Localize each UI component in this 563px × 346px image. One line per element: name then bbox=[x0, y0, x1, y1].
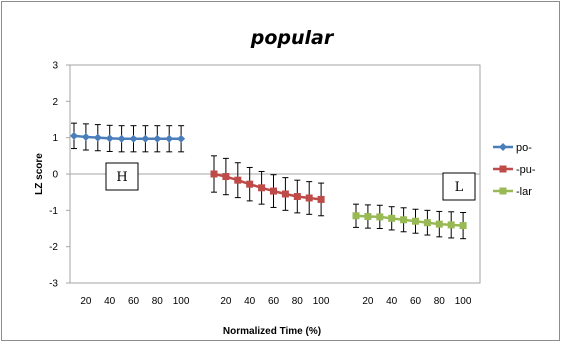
data-point bbox=[412, 217, 419, 225]
data-point bbox=[388, 214, 396, 222]
annotation-h-box bbox=[105, 162, 139, 191]
x-tick-label: 80 bbox=[292, 296, 304, 307]
data-point bbox=[423, 219, 431, 227]
legend-marker bbox=[499, 165, 507, 173]
data-point bbox=[81, 132, 90, 141]
y-tick-label: -3 bbox=[49, 279, 58, 290]
annotation-l: L bbox=[442, 172, 476, 201]
data-point bbox=[222, 173, 230, 181]
data-point bbox=[246, 180, 254, 188]
y-axis-label: LZ score bbox=[34, 153, 45, 195]
annotation-h-text: H bbox=[116, 170, 127, 185]
y-tick-label: -1 bbox=[49, 206, 58, 217]
legend: po- -pu- -lar bbox=[493, 142, 536, 198]
series-line bbox=[355, 214, 464, 227]
data-point bbox=[70, 131, 78, 140]
x-tick-label: 100 bbox=[173, 296, 190, 307]
data-point bbox=[210, 170, 218, 178]
series-layer bbox=[70, 122, 467, 240]
data-point bbox=[165, 134, 174, 143]
y-tick-label: 0 bbox=[52, 170, 58, 181]
data-point bbox=[177, 134, 186, 143]
x-tick-label: 60 bbox=[410, 296, 422, 307]
data-point bbox=[117, 134, 126, 143]
y-tick-label: 2 bbox=[52, 97, 58, 108]
legend-marker bbox=[499, 187, 507, 195]
y-tick-label: 1 bbox=[52, 133, 58, 144]
series-2 bbox=[210, 155, 325, 217]
data-point bbox=[400, 216, 408, 224]
x-tick-label: 80 bbox=[434, 296, 446, 307]
y-tick-label: -2 bbox=[49, 242, 58, 253]
data-point bbox=[305, 194, 313, 202]
data-point bbox=[376, 213, 384, 221]
x-tick-label: 60 bbox=[268, 296, 280, 307]
series-1 bbox=[70, 122, 186, 153]
data-point bbox=[459, 222, 467, 230]
chart-frame: popular 3 2 1 0 -1 -2 -3 20 40 60 80 100 20 40 60 80 10… bbox=[1, 1, 560, 341]
data-point bbox=[153, 134, 162, 143]
x-tick-label: 100 bbox=[455, 296, 472, 307]
legend-label: po- bbox=[516, 142, 532, 154]
data-point bbox=[447, 221, 455, 229]
data-point bbox=[435, 220, 443, 228]
x-tick-label: 20 bbox=[220, 296, 232, 307]
data-point bbox=[364, 213, 372, 221]
x-tick-label: 60 bbox=[128, 296, 140, 307]
data-point bbox=[317, 195, 325, 203]
y-axis: 3 2 1 0 -1 -2 -3 bbox=[49, 61, 70, 290]
legend-marker bbox=[499, 143, 507, 151]
annotation-l-box bbox=[442, 172, 476, 201]
annotation-l-text: L bbox=[455, 180, 464, 195]
x-axis: 20 40 60 80 100 20 40 60 80 100 20 40 60 80 100 bbox=[80, 296, 472, 307]
data-point bbox=[258, 184, 266, 192]
x-axis-label: Normalized Time (%) bbox=[223, 326, 321, 337]
data-point bbox=[293, 193, 301, 201]
x-tick-label: 100 bbox=[313, 296, 330, 307]
data-point bbox=[141, 134, 150, 143]
series-3 bbox=[352, 203, 467, 240]
x-tick-label: 40 bbox=[104, 296, 116, 307]
annotation-h: H bbox=[105, 162, 139, 191]
legend-label: -pu- bbox=[516, 164, 536, 176]
series-line bbox=[73, 134, 182, 141]
chart-title: popular bbox=[250, 27, 335, 49]
data-point bbox=[270, 187, 277, 195]
legend-label: -lar bbox=[516, 186, 532, 198]
data-point bbox=[93, 133, 102, 142]
x-tick-label: 20 bbox=[80, 296, 92, 307]
x-tick-label: 20 bbox=[362, 296, 374, 307]
data-point bbox=[281, 190, 289, 198]
series-line bbox=[213, 172, 322, 201]
x-tick-label: 40 bbox=[386, 296, 398, 307]
y-tick-label: 3 bbox=[52, 61, 58, 72]
x-tick-label: 40 bbox=[244, 296, 256, 307]
data-point bbox=[234, 176, 242, 184]
data-point bbox=[105, 134, 114, 143]
x-tick-label: 80 bbox=[152, 296, 164, 307]
data-point bbox=[129, 134, 138, 143]
data-point bbox=[352, 212, 360, 220]
